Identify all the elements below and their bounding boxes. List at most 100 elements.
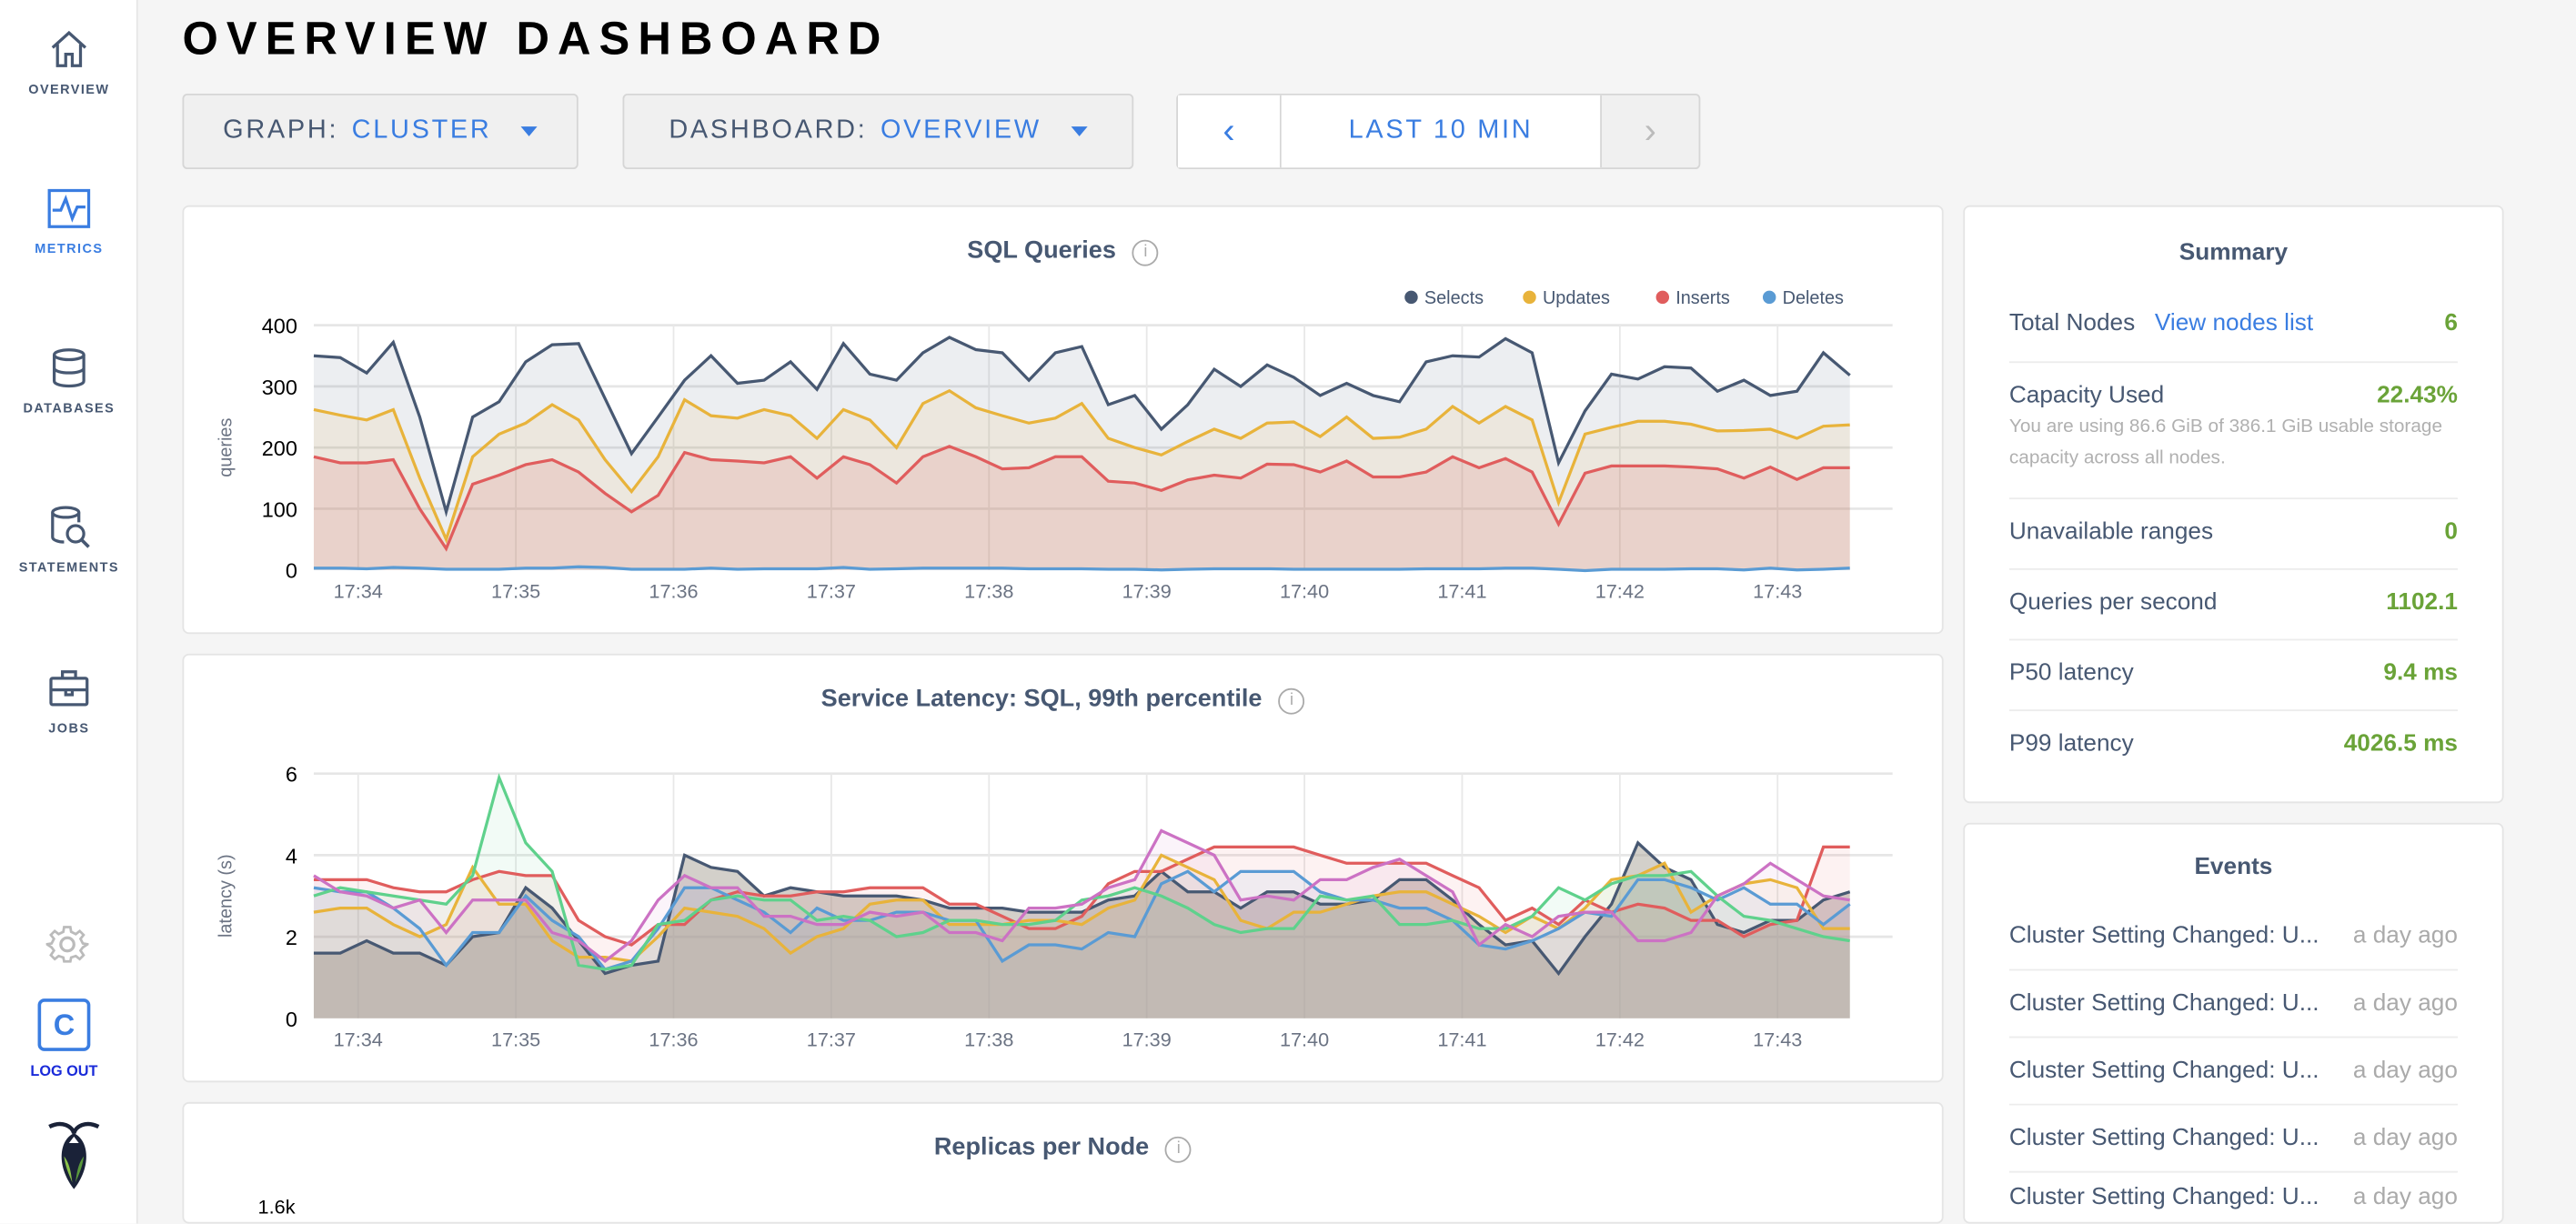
capacity-value: 22.43%: [2377, 382, 2458, 409]
summary-row-capacity: Capacity Used 22.43% You are using 86.6 …: [2008, 382, 2458, 500]
events-card: Events Cluster Setting Changed: U... a da…: [1963, 822, 2504, 1224]
replicas-card: Replicas per Node i 1.6k: [182, 1101, 1944, 1224]
y-tick-label: 0: [286, 1008, 297, 1031]
event-item[interactable]: Cluster Setting Changed: U... a day ago: [2008, 1038, 2458, 1106]
sidebar-item-label: JOBS: [48, 720, 90, 737]
sidebar-item-overview[interactable]: OVERVIEW: [0, 26, 138, 97]
series-area: [313, 778, 1850, 1018]
event-time: a day ago: [2352, 923, 2458, 949]
logout-link[interactable]: LOG OUT: [30, 1062, 98, 1079]
sidebar-item-metrics[interactable]: METRICS: [0, 186, 138, 256]
event-time: a day ago: [2352, 990, 2458, 1017]
series-line-series-4: [313, 773, 1850, 971]
chevron-down-icon: [1071, 126, 1088, 136]
legend-swatch: [1404, 290, 1418, 305]
summary-title: Summary: [2179, 239, 2289, 266]
qps-value: 1102.1: [2386, 589, 2458, 617]
p50-value: 9.4 ms: [2383, 660, 2458, 687]
x-tick-label: 17:40: [1280, 579, 1329, 602]
briefcase-icon: [49, 670, 89, 707]
sidebar-item-statements[interactable]: STATEMENTS: [0, 504, 138, 575]
x-tick-label: 17:38: [964, 1028, 1013, 1050]
dashboard-dropdown[interactable]: DASHBOARD: OVERVIEW: [622, 93, 1134, 170]
y-tick-label: 300: [262, 376, 297, 399]
series-line-inserts: [313, 445, 1850, 552]
cockroach-logo-icon: [48, 1121, 100, 1189]
info-icon[interactable]: i: [1165, 1136, 1192, 1163]
y-tick-label: 400: [262, 315, 297, 338]
sidebar-item-databases[interactable]: DATABASES: [0, 345, 138, 416]
chart-svg: 0 2 4 6 17:34 17:35 17:36 17:37 17:38 17:39 17:40 1…: [216, 763, 1893, 1050]
qps-label: Queries per second: [2008, 589, 2218, 617]
p99-label: P99 latency: [2008, 730, 2134, 757]
y-tick-label: 100: [262, 497, 297, 521]
graph-dropdown-value: CLUSTER: [351, 116, 492, 145]
event-item[interactable]: Cluster Setting Changed: U... a day ago: [2008, 1106, 2458, 1173]
legend-label: Selects: [1424, 288, 1484, 308]
x-tick-label: 17:34: [334, 579, 383, 602]
x-tick-label: 17:43: [1753, 579, 1802, 602]
y-axis-label: latency (s): [216, 854, 236, 938]
sql-queries-card: SQL Queries i 0 100 200 300 400 17:34 17:35 17:3…: [182, 205, 1944, 635]
x-tick-label: 17:35: [491, 1028, 540, 1050]
x-tick-label: 17:37: [807, 579, 856, 602]
legend-label: Updates: [1543, 288, 1610, 308]
x-tick-label: 17:36: [649, 579, 698, 602]
sidebar-item-jobs[interactable]: JOBS: [0, 665, 138, 736]
series-line-selects: [313, 336, 1851, 517]
legend-label: Inserts: [1675, 288, 1730, 308]
dashboard-dropdown-label: DASHBOARD:: [669, 116, 868, 145]
user-avatar[interactable]: C: [37, 998, 91, 1051]
time-next-button[interactable]: ›: [1644, 110, 1656, 152]
view-nodes-link[interactable]: View nodes list: [2154, 310, 2314, 337]
y-tick-label: 2: [286, 926, 297, 949]
event-text: Cluster Setting Changed: U...: [2008, 990, 2319, 1017]
y-tick-label: 1.6k: [257, 1195, 296, 1219]
statements-icon: [51, 506, 90, 548]
event-text: Cluster Setting Changed: U...: [2008, 1125, 2319, 1152]
info-icon[interactable]: i: [1278, 687, 1305, 715]
sidebar-item-label: DATABASES: [23, 400, 116, 416]
x-tick-label: 17:42: [1595, 579, 1645, 602]
series-area: [313, 847, 1850, 1018]
legend-swatch: [1762, 290, 1776, 305]
sidebar-item-label: METRICS: [35, 241, 104, 256]
time-range-selector[interactable]: LAST 10 MIN: [1281, 95, 1602, 168]
unavailable-value: 0: [2444, 518, 2458, 546]
summary-row-qps: Queries per second 1102.1: [2008, 589, 2458, 641]
y-tick-label: 6: [286, 763, 297, 787]
event-time: a day ago: [2352, 1058, 2458, 1085]
graph-dropdown[interactable]: GRAPH: CLUSTER: [182, 93, 579, 170]
time-prev-button[interactable]: ‹: [1177, 95, 1282, 168]
series-area: [313, 855, 1850, 1018]
summary-row-p99: P99 latency 4026.5 ms: [2009, 731, 2458, 780]
y-axis-label: queries: [216, 418, 236, 477]
x-tick-label: 17:42: [1595, 1028, 1645, 1050]
event-item[interactable]: Cluster Setting Changed: U... a day ago: [2008, 970, 2458, 1038]
y-tick-label: 200: [262, 436, 297, 460]
legend-swatch: [1655, 290, 1670, 305]
page-title: OVERVIEW DASHBOARD: [182, 13, 890, 65]
series-line-series-5: [313, 828, 1850, 963]
p50-label: P50 latency: [2008, 660, 2134, 687]
graph-dropdown-label: GRAPH:: [223, 116, 339, 145]
event-item[interactable]: Cluster Setting Changed: U... a day ago: [2009, 1173, 2458, 1222]
event-item[interactable]: Cluster Setting Changed: U... a day ago: [2008, 903, 2458, 971]
chevron-down-icon: [521, 126, 538, 136]
series-line-updates: [313, 388, 1850, 544]
series-area: [313, 390, 1850, 570]
info-icon[interactable]: i: [1132, 239, 1159, 266]
p99-value: 4026.5 ms: [2343, 730, 2458, 757]
event-time: a day ago: [2352, 1184, 2458, 1211]
capacity-label: Capacity Used: [2008, 382, 2165, 409]
metrics-icon: [47, 188, 91, 228]
summary-row-p50: P50 latency 9.4 ms: [2008, 660, 2458, 712]
x-tick-label: 17:41: [1437, 579, 1486, 602]
x-tick-label: 17:36: [649, 1028, 698, 1050]
gear-icon[interactable]: [45, 923, 89, 966]
sidebar: OVERVIEW METRICS DATABASES STATEMENTS JO…: [0, 0, 138, 1224]
event-text: Cluster Setting Changed: U...: [2008, 1058, 2319, 1085]
series-line-deletes: [313, 565, 1850, 573]
summary-row-unavailable: Unavailable ranges 0: [2008, 518, 2458, 570]
y-tick-label: 4: [286, 844, 297, 868]
